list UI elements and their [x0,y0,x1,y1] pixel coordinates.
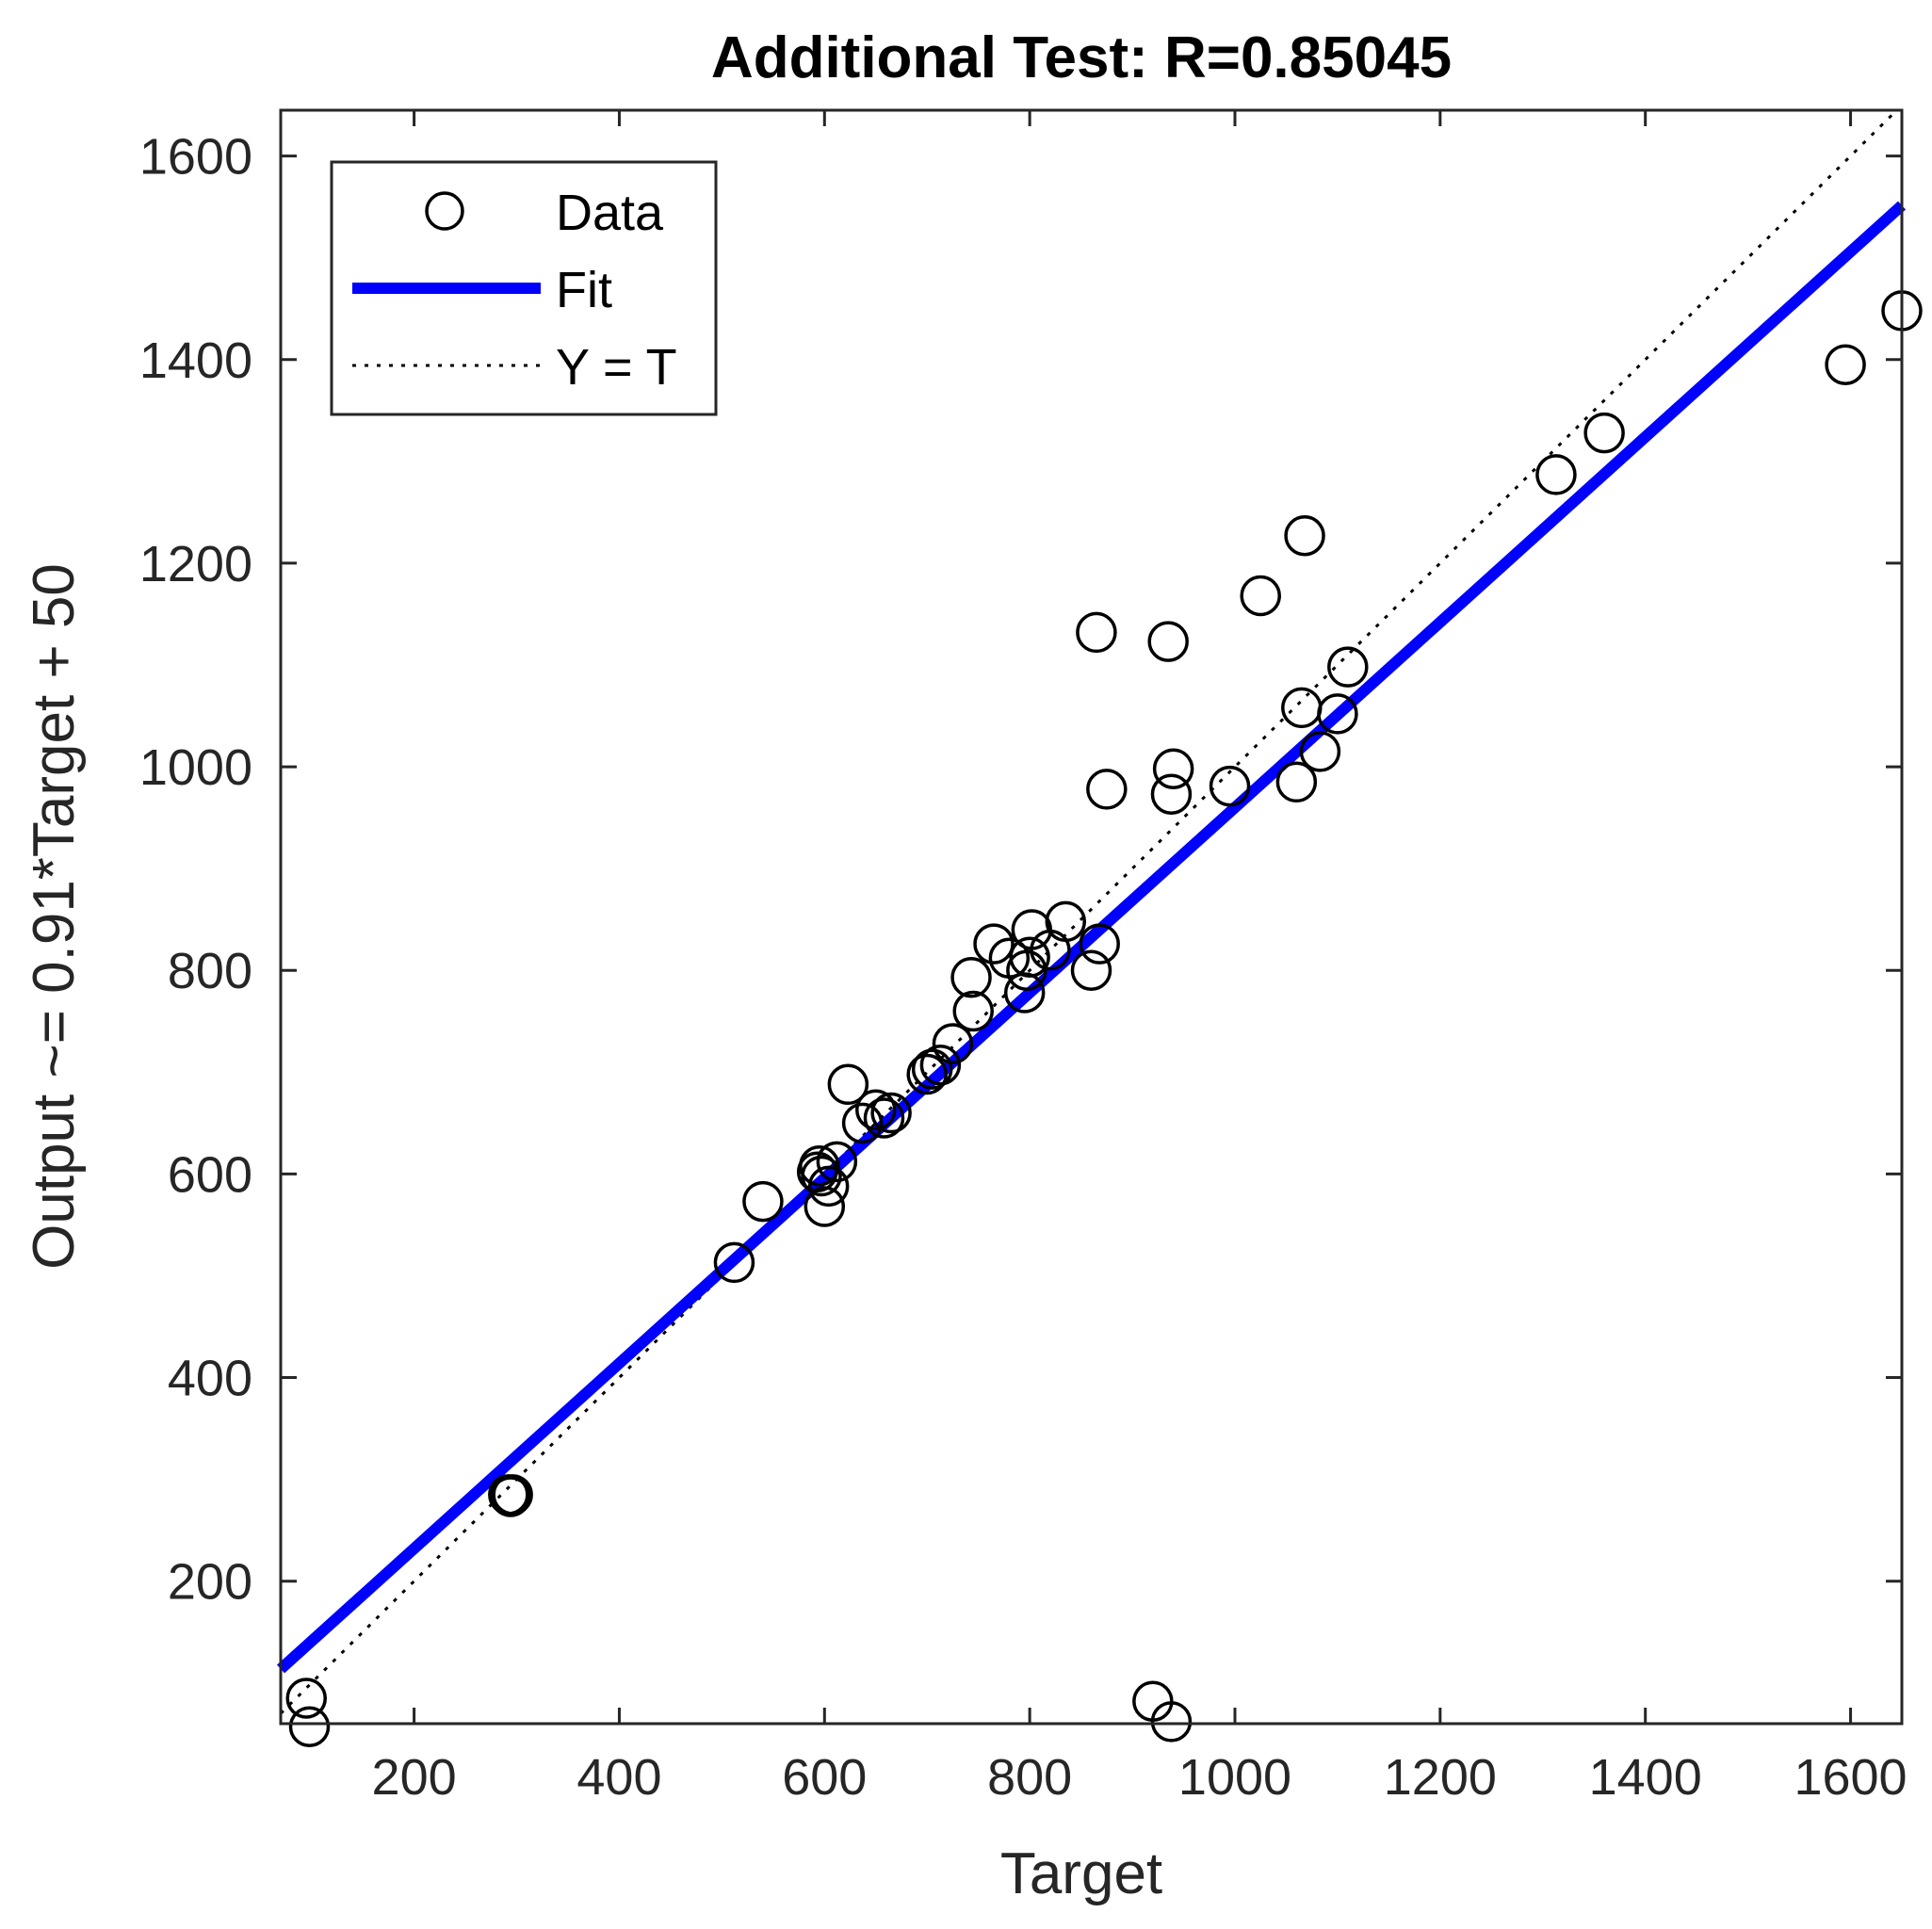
data-point [1150,1701,1193,1743]
data-point [973,923,1015,964]
data-point [952,990,994,1032]
data-point [1535,454,1577,495]
data-point [807,1165,850,1208]
fit-line [276,201,1907,1674]
data-point [801,1155,842,1197]
x-tick-label: 200 [372,1749,457,1806]
y-tick-label: 1400 [139,332,252,389]
y-tick-label: 800 [168,943,252,999]
data-point [1009,936,1050,978]
data-point [932,1023,974,1064]
data-point [1299,731,1341,772]
y-tick-label: 1000 [139,739,252,796]
y-tick-label: 1200 [139,536,252,592]
x-tick-label: 1400 [1589,1749,1702,1806]
x-tick-label: 1600 [1794,1749,1907,1806]
legend-identity-label: Y = T [556,339,677,396]
fit-layer [276,108,1907,1715]
data-point [492,1474,533,1516]
data-point [1209,765,1251,807]
x-tick-label: 600 [782,1749,867,1806]
x-tick-label: 1000 [1178,1749,1291,1806]
plot-frame [279,108,1904,1726]
data-point [1070,949,1112,991]
legend-data-marker [425,191,464,231]
data-point [816,1141,858,1183]
data-point [1240,575,1281,617]
chart-title: Additional Test: R=0.85045 [711,25,1452,90]
data-point [863,1097,905,1139]
x-tick-label: 400 [576,1749,661,1806]
data-point [1583,412,1625,454]
x-tick-labels: 200 400 600 800 1000 1200 1400 1600 [372,1749,1908,1806]
data-point [1045,900,1087,943]
data-point [1079,923,1120,964]
data-point [285,1678,327,1719]
x-tick-label: 1200 [1384,1749,1497,1806]
data-point [1150,773,1193,816]
y-tick-label: 600 [168,1146,252,1203]
y-tick-label: 400 [168,1351,252,1407]
y-tick-label: 1600 [139,129,252,186]
data-point [841,1102,884,1144]
data-point [919,1045,962,1086]
y-tick-label: 200 [168,1554,252,1611]
y-tick-labels: 200 400 600 800 1000 1200 1400 1600 [139,129,252,1611]
data-point [911,1048,953,1090]
data-point [1152,748,1194,789]
legend-data-label: Data [556,185,664,241]
data-point [490,1476,531,1517]
axis-ticks [281,110,1902,1724]
data-point [1317,693,1358,735]
data-point [870,1092,912,1134]
x-axis-label: Target [1000,1841,1162,1906]
data-point [713,1241,755,1284]
data-point [950,957,992,998]
data-point [1327,646,1369,688]
data-point [742,1180,784,1223]
data-point [1284,515,1325,557]
x-tick-label: 800 [987,1749,1072,1806]
legend: Data Fit Y = T [330,160,718,416]
data-point [1275,761,1318,803]
data-point [1076,611,1117,654]
legend-fit-label: Fit [556,262,612,318]
data-point [1086,769,1128,810]
data-point [906,1053,948,1095]
data-point [1006,949,1047,991]
data-point [804,1186,846,1227]
y-axis-label: Output ~= 0.91*Target + 50 [22,563,87,1270]
data-point [1825,344,1866,385]
data-point [855,1089,897,1131]
data-point [827,1063,869,1106]
data-point [1147,621,1189,662]
data-point [288,1706,331,1747]
